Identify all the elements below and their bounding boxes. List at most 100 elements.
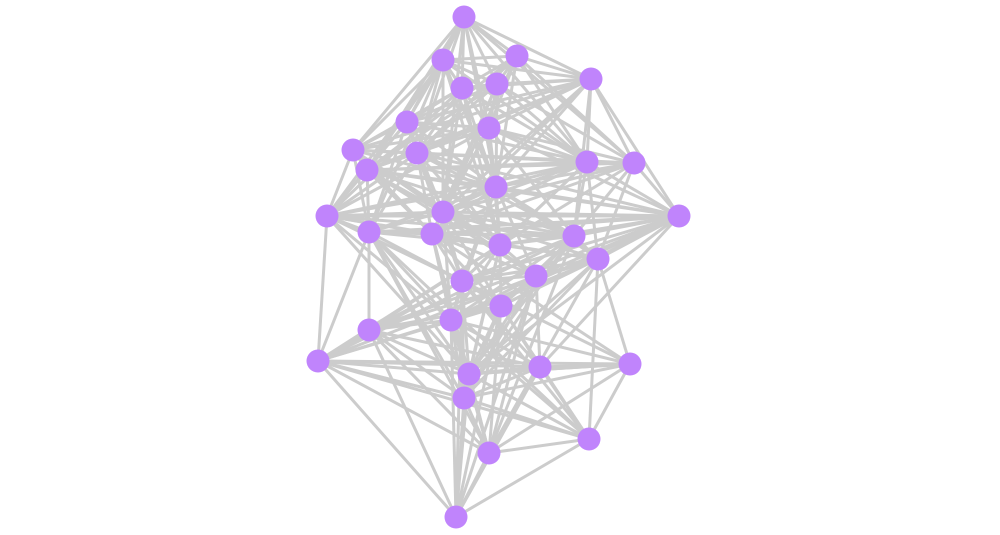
graph-node [450, 76, 474, 100]
graph-edge [450, 318, 631, 366]
graph-edge [462, 16, 499, 85]
graph-edge [495, 185, 680, 218]
graph-edge [499, 234, 575, 247]
graph-edge [351, 16, 466, 151]
graph-node [528, 355, 552, 379]
graph-node [444, 505, 468, 529]
graph-edge [316, 360, 458, 518]
graph-node [667, 204, 691, 228]
graph-edge [442, 210, 680, 218]
graph-node [577, 427, 601, 451]
graph-edge [455, 437, 590, 519]
graph-edge [431, 161, 635, 236]
graph-edge [367, 329, 458, 518]
graph-edge [462, 16, 589, 163]
graph-edge [326, 160, 588, 218]
graph-edge [587, 258, 600, 440]
graph-edge [406, 120, 588, 164]
graph-node [431, 48, 455, 72]
graph-node [579, 67, 603, 91]
graph-node [341, 138, 365, 162]
graph-edge [352, 126, 490, 152]
graph-node [420, 222, 444, 246]
graph-edge [326, 151, 418, 218]
graph-edge [467, 373, 491, 454]
graph-edge [406, 77, 592, 124]
graph-edge [450, 318, 590, 441]
graph-edge [325, 149, 355, 217]
graph-edge [368, 328, 470, 376]
graph-edge [368, 230, 463, 283]
graph-node [315, 204, 339, 228]
graph-edge [326, 185, 497, 218]
graph-edge [368, 328, 541, 369]
graph-edge [596, 258, 632, 365]
graph-edge [461, 86, 588, 164]
graph-edge [494, 78, 593, 188]
graph-edge [488, 126, 588, 164]
graph-edge [454, 275, 538, 518]
graph-edge [416, 82, 498, 155]
graph-edge [587, 363, 632, 440]
edge-layer [316, 15, 681, 519]
graph-node [524, 264, 548, 288]
graph-edge [496, 82, 635, 165]
graph-edge [589, 78, 636, 164]
graph-edge [538, 366, 591, 440]
graph-edge [462, 235, 576, 399]
graph-edge [442, 160, 588, 214]
graph-edge [454, 397, 466, 518]
graph-edge [325, 59, 445, 217]
graph-node [622, 151, 646, 175]
graph-node [306, 349, 330, 373]
graph-edge [589, 78, 681, 217]
graph-node [505, 44, 529, 68]
graph-edge [316, 215, 329, 362]
graph-node [477, 441, 501, 465]
graph-edge [463, 396, 590, 441]
graph-node [586, 247, 610, 271]
graph-edge [488, 362, 631, 455]
graph-edge [487, 275, 538, 454]
graph-edge [534, 275, 542, 368]
graph-node [489, 294, 513, 318]
graph-edge [326, 126, 490, 218]
graph-edge [454, 452, 491, 518]
graph-edge [368, 318, 452, 332]
graph-node [395, 110, 419, 134]
graph-edge [442, 58, 592, 81]
graph-edge [461, 274, 537, 283]
graph-edge [515, 55, 589, 163]
graph-edge [496, 77, 592, 86]
graph-edge [573, 214, 680, 238]
graph-node [562, 224, 586, 248]
node-layer [306, 5, 691, 529]
graph-edge [515, 54, 636, 165]
graph-node [618, 352, 642, 376]
graph-node [405, 141, 429, 165]
graph-edge [317, 359, 631, 366]
graph-node [431, 200, 455, 224]
graph-edge [442, 54, 518, 62]
graph-edge [450, 318, 541, 369]
graph-edge [415, 152, 434, 235]
graph-edge [488, 126, 635, 165]
graph-edge [463, 365, 541, 400]
graph-edge [463, 362, 631, 400]
graph-node [357, 318, 381, 342]
graph-node [452, 386, 476, 410]
graph-edge [488, 437, 590, 455]
graph-node [484, 175, 508, 199]
graph-edge [538, 214, 681, 369]
graph-edge [468, 372, 590, 441]
graph-node [488, 233, 512, 257]
graph-edge [406, 120, 490, 130]
graph-node [357, 220, 381, 244]
graph-node [575, 150, 599, 174]
graph-edge [317, 234, 575, 363]
graph-edge [431, 214, 680, 236]
graph-node [457, 362, 481, 386]
graph-node [485, 72, 509, 96]
graph-edge [632, 162, 681, 217]
